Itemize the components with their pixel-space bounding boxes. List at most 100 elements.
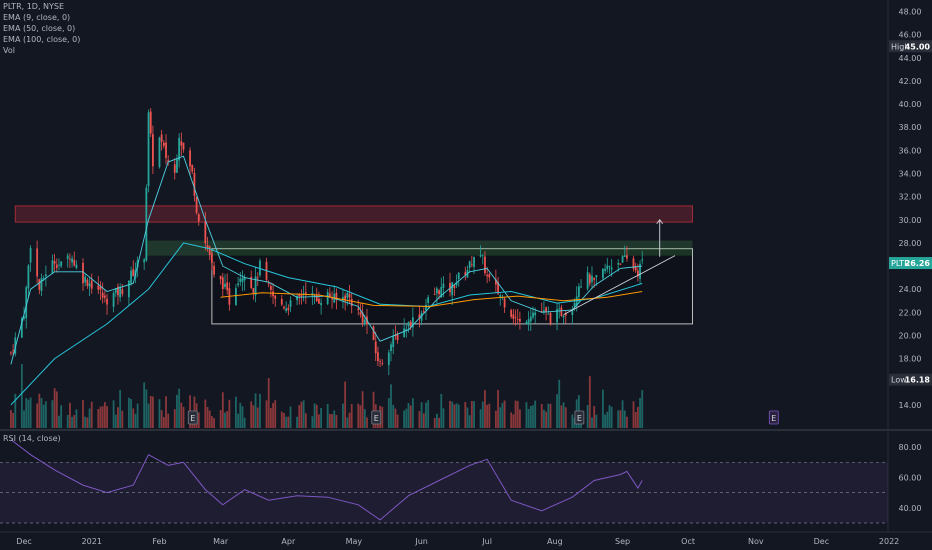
price-tick-label: 42.00 [899, 77, 922, 86]
candle-body [75, 264, 78, 269]
time-tick-label: Aug [547, 537, 563, 546]
volume-bar [40, 398, 43, 428]
resistance-zone[interactable] [14, 205, 693, 223]
candle-body [606, 265, 609, 270]
volume-bar [119, 389, 122, 428]
price-tick-label: 36.00 [899, 146, 922, 155]
volume-bar [440, 393, 443, 428]
chart-legend: PLTR, 1D, NYSE EMA (9, close, 0) EMA (50… [3, 1, 80, 56]
legend-vol[interactable]: Vol [3, 46, 15, 55]
candle-body [206, 245, 209, 250]
candle-body [88, 283, 91, 287]
volume-bar [149, 395, 152, 428]
volume-bar [210, 416, 213, 428]
earnings-marker[interactable]: E [371, 410, 382, 425]
candle [206, 236, 209, 252]
candle-body [549, 312, 552, 324]
candle-body [302, 293, 305, 295]
time-tick-label: Feb [152, 537, 166, 546]
range-top-band [146, 240, 693, 256]
low-badge-value: 16.18 [905, 376, 931, 385]
candle-body [331, 298, 333, 300]
price-tick-label: 30.00 [899, 216, 922, 225]
volume-bar [335, 414, 338, 428]
legend-rsi[interactable]: RSI (14, close) [3, 434, 61, 443]
candle-body [588, 274, 591, 284]
candle [499, 293, 502, 306]
volume-bar [534, 400, 537, 428]
time-tick-label: Sep [615, 537, 630, 546]
candle [519, 311, 521, 330]
earnings-marker[interactable]: E [768, 410, 779, 425]
candle-body [363, 319, 366, 325]
candle [407, 321, 410, 333]
candle [145, 184, 148, 262]
candle-body [390, 344, 392, 351]
volume-bar [545, 411, 548, 428]
candle [591, 266, 593, 290]
candle-body [381, 363, 384, 364]
volume-bar [595, 414, 598, 428]
candle-body [344, 295, 347, 301]
candle [626, 246, 628, 262]
legend-ema9[interactable]: EMA (9, close, 0) [3, 13, 71, 22]
candle-body [219, 275, 222, 280]
candle-body [617, 263, 620, 265]
candle [73, 251, 76, 267]
volume-bar [438, 417, 440, 428]
candle-body [298, 294, 301, 297]
earnings-marker[interactable]: E [187, 410, 198, 425]
candle-body [639, 263, 641, 279]
volume-bar [586, 404, 589, 428]
volume-bar [208, 410, 211, 428]
volume-bar [147, 403, 150, 428]
volume-bar [451, 401, 454, 428]
candle [468, 260, 471, 273]
volume-bar [97, 409, 100, 428]
volume-bar [641, 390, 644, 428]
range-zone[interactable] [211, 248, 693, 325]
volume-bar [381, 406, 384, 428]
candle [99, 281, 102, 301]
legend-symbol[interactable]: PLTR, 1D, NYSE [3, 2, 65, 11]
candle-body [556, 309, 558, 323]
candle [494, 269, 497, 293]
candle-body [564, 313, 567, 316]
earnings-marker[interactable]: E [574, 410, 585, 425]
volume-bar [407, 403, 410, 428]
candle-body [300, 295, 303, 297]
legend-ema50[interactable]: EMA (50, close, 0) [3, 24, 76, 33]
volume-bar [204, 399, 207, 428]
candle [632, 255, 635, 272]
trend-line[interactable] [563, 255, 676, 316]
candle-body [540, 310, 543, 313]
candle-body [224, 283, 226, 287]
candle-body [468, 261, 471, 268]
candle-body [66, 255, 69, 259]
volume-bar [272, 402, 274, 428]
volume-bar [58, 415, 60, 428]
legend-ema100[interactable]: EMA (100, close, 0) [3, 35, 81, 44]
candle [409, 320, 412, 331]
candle [86, 277, 89, 289]
time-axis[interactable]: Dec 2021 Feb Mar Apr May Jun Jul Aug Sep Oct Nov Dec… [16, 537, 899, 546]
candle-body [103, 295, 106, 298]
candle [210, 251, 213, 271]
volume-bar [228, 399, 231, 428]
candle-body [626, 255, 628, 259]
volume-bar [623, 410, 626, 428]
candle [71, 255, 73, 268]
pane-divider[interactable] [0, 0, 932, 533]
candle-body [173, 164, 176, 173]
candle [320, 298, 323, 315]
candle-body [90, 280, 93, 289]
volume-bar [390, 384, 392, 428]
volume-bar [512, 414, 515, 428]
candle-body [221, 277, 224, 289]
volume-bar [564, 407, 567, 428]
candle [396, 331, 399, 344]
candle-body [632, 258, 635, 269]
volume-bar [283, 413, 285, 428]
candle [117, 283, 119, 305]
